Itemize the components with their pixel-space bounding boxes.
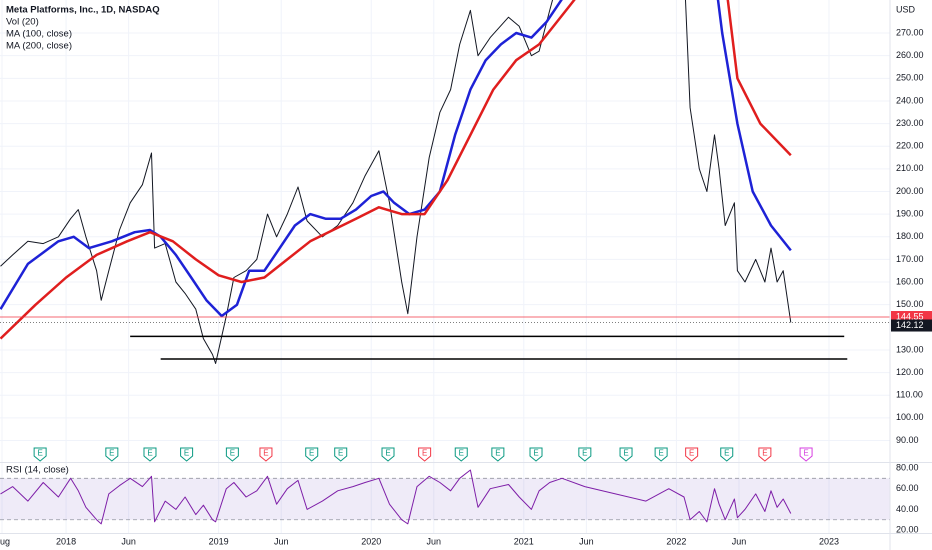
y-tick-label: 220.00: [896, 141, 924, 151]
earnings-marker: [720, 447, 734, 462]
earnings-marker: [758, 447, 772, 462]
earnings-marker: [578, 447, 592, 462]
earnings-label: E: [658, 449, 663, 458]
x-tick-label: Jun: [274, 536, 289, 546]
y-tick-label: 190.00: [896, 209, 924, 219]
series-line: [0, 469, 792, 525]
y-tick-label: 60.00: [896, 483, 919, 493]
y-tick-label: 250.00: [896, 73, 924, 83]
chart-title: Meta Platforms, Inc., 1D, NASDAQ: [6, 5, 160, 16]
earnings-marker: [381, 447, 395, 462]
earnings-marker: [418, 447, 432, 462]
earnings-label: E: [762, 449, 767, 458]
earnings-marker: [685, 447, 699, 462]
earnings-label: E: [338, 449, 343, 458]
earnings-label: E: [623, 449, 628, 458]
earnings-marker: [491, 447, 505, 462]
x-tick-label: Jun: [121, 536, 136, 546]
y-tick-label: 270.00: [896, 27, 924, 37]
y-tick-label: 80.00: [896, 462, 919, 472]
y-tick-label: 240.00: [896, 95, 924, 105]
earnings-marker: [225, 447, 239, 462]
earnings-label: E: [422, 449, 427, 458]
last-price-label: 142.12: [896, 320, 924, 330]
earnings-label: E: [147, 449, 152, 458]
legend-item: Vol (20): [6, 17, 39, 28]
series-line: [0, 0, 792, 364]
y-tick-label: 180.00: [896, 231, 924, 241]
earnings-label: E: [803, 449, 808, 458]
earnings-label: E: [309, 449, 314, 458]
x-tick-label: 2018: [56, 536, 76, 546]
earnings-marker: [105, 447, 119, 462]
x-tick-label: Jun: [732, 536, 747, 546]
earnings-label: E: [385, 449, 390, 458]
y-tick-label: 210.00: [896, 163, 924, 173]
earnings-marker: [259, 447, 273, 462]
y-tick-label: 200.00: [896, 186, 924, 196]
earnings-label: E: [459, 449, 464, 458]
earnings-label: E: [724, 449, 729, 458]
earnings-marker: [33, 447, 47, 462]
earnings-label: E: [495, 449, 500, 458]
y-tick-label: 160.00: [896, 276, 924, 286]
x-tick-label: 2023: [819, 536, 839, 546]
legend-item: MA (100, close): [6, 29, 72, 40]
earnings-marker: [180, 447, 194, 462]
earnings-label: E: [533, 449, 538, 458]
earnings-marker: [454, 447, 468, 462]
y-tick-label: 150.00: [896, 299, 924, 309]
y-tick-label: 20.00: [896, 524, 919, 534]
y-tick-label: 130.00: [896, 344, 924, 354]
x-tick-label: 2020: [361, 536, 381, 546]
earnings-marker: [654, 447, 668, 462]
last-price-box: [891, 319, 932, 332]
earnings-label: E: [109, 449, 114, 458]
price-label: 144.55: [896, 311, 924, 321]
earnings-label: E: [689, 449, 694, 458]
earnings-marker: [305, 447, 319, 462]
earnings-marker: [529, 447, 543, 462]
currency-label: USD: [896, 4, 916, 14]
earnings-marker: [619, 447, 633, 462]
earnings-label: E: [582, 449, 587, 458]
x-tick-label: Jun: [579, 536, 594, 546]
earnings-label: E: [263, 449, 268, 458]
earnings-label: E: [37, 449, 42, 458]
earnings-marker: [799, 447, 813, 462]
earnings-label: E: [184, 449, 189, 458]
legend-item: MA (200, close): [6, 41, 72, 52]
y-tick-label: 120.00: [896, 367, 924, 377]
y-tick-label: 90.00: [896, 435, 919, 445]
x-tick-label: 2022: [666, 536, 686, 546]
x-tick-label: Aug: [0, 536, 10, 546]
earnings-marker: [143, 447, 157, 462]
earnings-marker: [334, 447, 348, 462]
y-tick-label: 110.00: [896, 390, 923, 400]
x-tick-label: 2019: [209, 536, 229, 546]
y-tick-label: 40.00: [896, 504, 919, 514]
rsi-title: RSI (14, close): [6, 465, 69, 476]
x-tick-label: Jun: [427, 536, 442, 546]
rsi-band: [0, 478, 890, 520]
x-tick-label: 2021: [514, 536, 534, 546]
y-tick-label: 170.00: [896, 254, 924, 264]
y-tick-label: 260.00: [896, 50, 924, 60]
series-line: [0, 0, 792, 318]
y-tick-label: 230.00: [896, 118, 924, 128]
earnings-label: E: [230, 449, 235, 458]
series-line: [0, 0, 792, 340]
y-tick-label: 100.00: [896, 412, 924, 422]
